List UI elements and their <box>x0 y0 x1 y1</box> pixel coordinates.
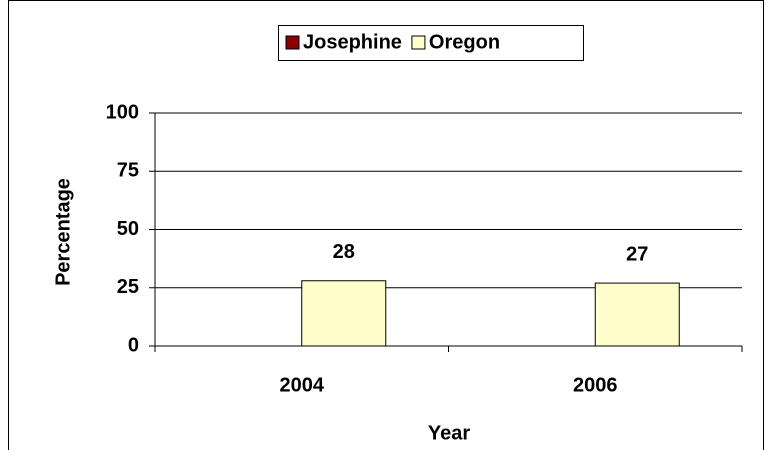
legend-box <box>278 25 584 61</box>
bar <box>301 280 387 347</box>
bar <box>594 282 680 347</box>
y-tick-label: 25 <box>117 276 139 298</box>
y-axis-label: Percentage <box>52 178 74 286</box>
legend-swatch <box>285 35 300 50</box>
x-tick-label: 2006 <box>573 374 618 396</box>
legend-label: Oregon <box>429 31 500 53</box>
x-tick-label: 2004 <box>280 374 325 396</box>
legend-swatch <box>411 35 426 50</box>
y-tick-label: 50 <box>117 218 139 240</box>
chart-border <box>8 0 764 450</box>
y-tick-label: 75 <box>117 160 139 182</box>
x-axis-label: Year <box>428 422 470 444</box>
data-label: 28 <box>333 241 355 263</box>
legend-label: Josephine <box>303 31 402 53</box>
data-label: 27 <box>626 243 648 265</box>
y-tick-label: 0 <box>128 334 139 356</box>
y-tick-label: 100 <box>106 101 139 123</box>
